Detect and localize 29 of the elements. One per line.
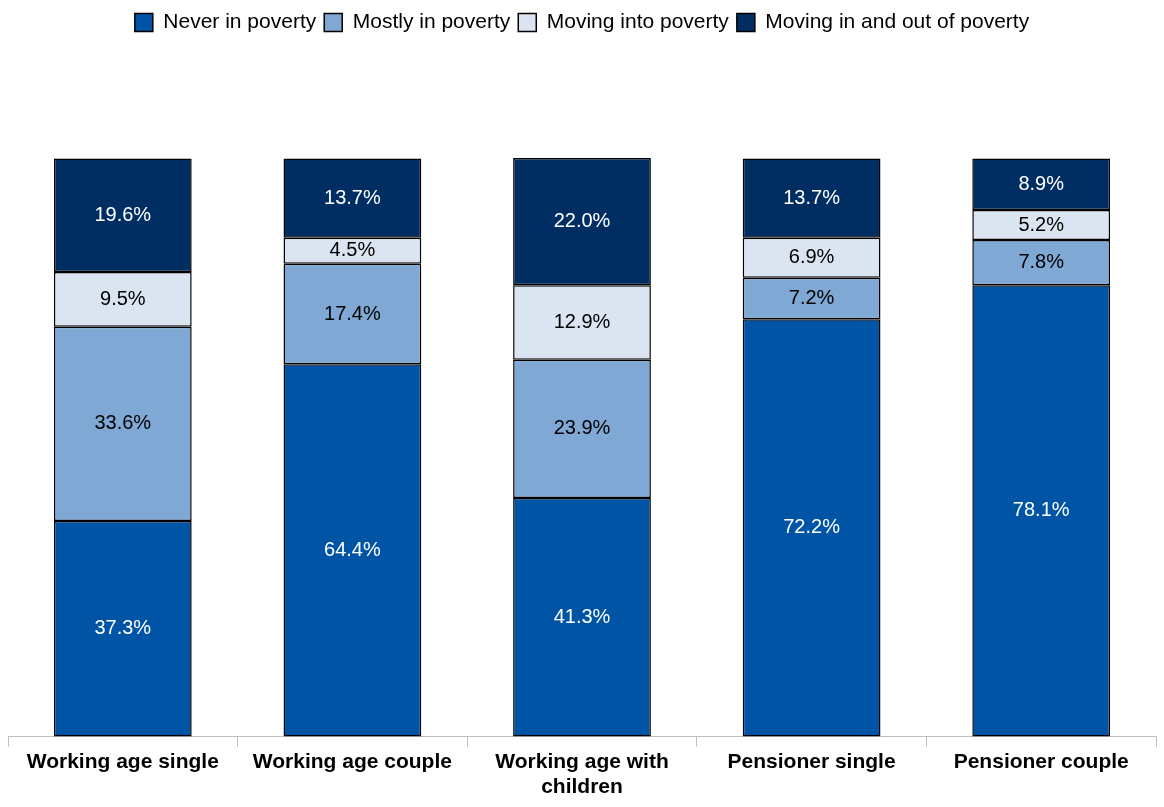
- data-label: 9.5%: [100, 286, 146, 309]
- data-label: 8.9%: [1018, 171, 1065, 194]
- data-label: 22.0%: [553, 209, 611, 232]
- x-tick-label: Pensioner couple: [953, 749, 1129, 772]
- legend-label: Moving into poverty: [546, 9, 730, 33]
- data-label: 72.2%: [783, 515, 841, 538]
- data-label: 12.9%: [553, 309, 611, 332]
- x-tick-label: Working age couple: [252, 749, 452, 772]
- data-label: 7.8%: [1018, 250, 1065, 273]
- data-label: 19.6%: [94, 202, 152, 225]
- data-label: 4.5%: [329, 238, 376, 261]
- data-label: 33.6%: [94, 411, 152, 434]
- data-label: 5.2%: [1018, 212, 1065, 235]
- data-label: 23.9%: [553, 416, 611, 439]
- legend-label: Never in poverty: [163, 9, 317, 33]
- data-label: 78.1%: [1012, 498, 1070, 521]
- legend-label: Mostly in poverty: [352, 9, 511, 33]
- data-label: 13.7%: [783, 185, 841, 208]
- x-tick-label: Working age single: [26, 749, 219, 772]
- legend-label: Moving in and out of poverty: [765, 9, 1030, 33]
- data-label: 7.2%: [788, 285, 835, 308]
- data-label: 17.4%: [324, 301, 381, 324]
- data-label: 64.4%: [324, 538, 381, 560]
- data-label: 13.7%: [324, 185, 381, 208]
- data-label: 41.3%: [553, 604, 611, 627]
- data-label: 37.3%: [94, 616, 152, 639]
- x-tick-label: Pensioner single: [727, 749, 896, 772]
- x-tick-label: Working age with children: [495, 749, 669, 798]
- data-label: 6.9%: [788, 245, 835, 268]
